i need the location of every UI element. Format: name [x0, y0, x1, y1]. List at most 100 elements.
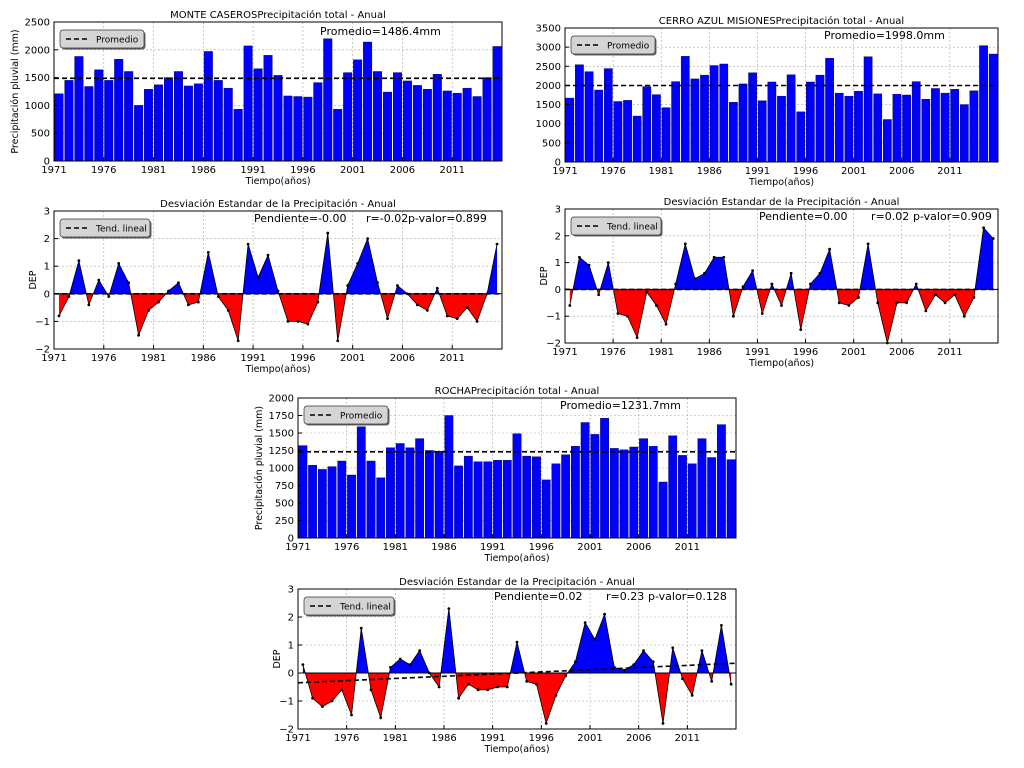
negative-area	[756, 289, 771, 314]
y-tick-label: 0	[44, 289, 50, 300]
series-point	[583, 621, 587, 624]
series-point	[445, 314, 449, 318]
series-point	[97, 278, 101, 282]
bar	[313, 82, 323, 162]
series-point	[626, 314, 629, 318]
series-point	[799, 328, 803, 331]
stat-r: r=0.02	[871, 210, 909, 223]
bar	[590, 434, 600, 539]
positive-area	[109, 263, 131, 294]
series-point	[286, 320, 290, 323]
series-point	[544, 722, 548, 725]
bar	[648, 446, 658, 539]
series-point	[564, 674, 568, 678]
bar	[173, 71, 183, 162]
x-tick-label: 1986	[191, 165, 216, 176]
series-point	[681, 677, 684, 680]
y-tick-label: 3000	[536, 43, 561, 54]
series-point	[376, 281, 379, 285]
positive-area	[674, 243, 730, 290]
series-point	[741, 285, 745, 289]
series-point	[953, 293, 957, 297]
bar	[223, 87, 233, 162]
y-tick-label: 1000	[536, 119, 561, 130]
negative-area	[774, 289, 787, 306]
series-point	[991, 237, 995, 240]
x-tick-label: 1996	[529, 733, 554, 744]
series-point	[457, 696, 460, 700]
legend-label: Tend. lineal	[606, 223, 658, 233]
negative-area	[305, 673, 357, 715]
series-point	[476, 688, 480, 692]
bar	[619, 449, 629, 539]
chart-title: CERRO AZUL MISIONESPrecipitación total -…	[659, 15, 904, 27]
x-axis-label: Tiempo(años)	[748, 358, 814, 369]
x-tick-label: 2011	[675, 733, 700, 744]
x-axis: 1971 1976 1981 1986 1991 1996 2001 2006 2011	[552, 158, 963, 177]
series-point	[982, 226, 985, 230]
x-tick-label: 2001	[340, 165, 365, 176]
bar	[551, 463, 561, 539]
bar	[594, 89, 604, 163]
mean-annotation: Promedio=1998.0mm	[824, 29, 945, 42]
stat-r: r=-0.02	[366, 212, 408, 225]
x-tick-label: 1996	[529, 542, 554, 553]
series-point	[266, 253, 270, 257]
series-point	[425, 308, 429, 312]
bar	[383, 91, 392, 162]
series-point	[671, 646, 675, 650]
series-point	[330, 699, 334, 703]
bar	[263, 55, 273, 162]
bar	[134, 105, 144, 162]
bar	[356, 426, 366, 539]
bar	[796, 111, 806, 163]
bar	[632, 115, 642, 163]
x-tick-label: 1991	[240, 165, 265, 176]
x-tick-label: 1981	[383, 542, 408, 553]
bar	[154, 84, 164, 162]
x-tick-label: 1986	[191, 353, 216, 364]
mean-annotation: Promedio=1231.7mm	[560, 399, 681, 412]
y-axis: −2 −1 0 1 2 3	[546, 205, 569, 350]
y-tick-label: 0	[44, 157, 50, 168]
series-point	[876, 301, 880, 305]
x-axis-label: Tiempo(años)	[244, 364, 310, 375]
x-tick-label: 2011	[439, 165, 464, 176]
x-tick-label: 1971	[285, 733, 310, 744]
negative-area	[130, 293, 166, 336]
bar	[697, 438, 707, 539]
series-point	[731, 314, 735, 318]
bar	[979, 45, 988, 163]
y-tick-label: −1	[279, 697, 294, 708]
x-tick-label: 1976	[91, 353, 116, 364]
chart-ca_precip: CERRO AZUL MISIONESPrecipitación total -…	[536, 15, 999, 188]
series-point	[789, 271, 793, 275]
series-point	[710, 680, 714, 683]
bar	[402, 80, 412, 162]
y-tick-label: 500	[542, 138, 561, 149]
bar	[482, 77, 492, 162]
bar	[124, 71, 134, 162]
bar	[680, 56, 690, 163]
bar	[834, 92, 844, 163]
y-axis: 0 500 1000 1500 2000 2500 3000 3500	[536, 24, 569, 169]
bar	[565, 97, 575, 163]
y-tick-label: 1500	[536, 100, 561, 111]
bar	[333, 109, 343, 162]
bar	[687, 463, 697, 539]
y-tick-label: 3500	[536, 24, 561, 35]
series-point	[780, 304, 783, 307]
series-point	[587, 263, 591, 267]
bar	[522, 455, 532, 539]
stat-slope: Pendiente=0.02	[494, 590, 583, 603]
bar	[729, 102, 738, 163]
positive-area	[93, 280, 108, 294]
x-tick-label: 2011	[937, 166, 962, 177]
y-tick-label: 2	[44, 234, 50, 245]
series-point	[760, 312, 764, 315]
series-point	[226, 308, 230, 312]
bar	[462, 87, 472, 162]
chart-ro_precip: ROCHAPrecipitación total - Anual Promedio…	[254, 385, 737, 564]
bar	[213, 80, 223, 162]
y-tick-label: −2	[279, 725, 294, 736]
